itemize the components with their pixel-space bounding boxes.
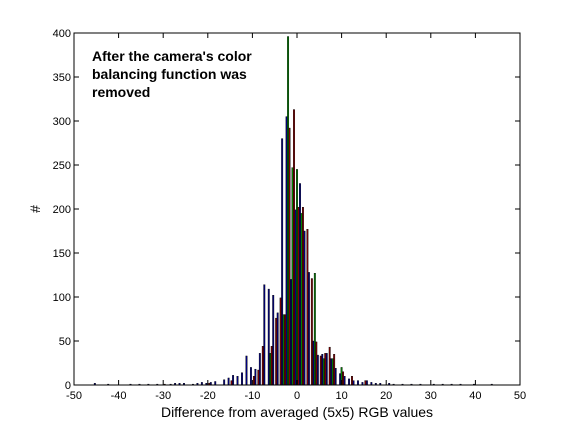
bar-series-0-41	[334, 368, 337, 386]
bar-series-2-2	[230, 380, 233, 386]
bar-series-2-18	[324, 353, 327, 386]
bar-series-2-4	[257, 369, 260, 386]
bar-series-0-24	[258, 353, 261, 386]
bar-series-1-4	[296, 169, 298, 386]
x-tick-label: 40	[469, 390, 481, 402]
bar-series-1-1	[282, 314, 285, 386]
y-tick-label: 250	[53, 160, 71, 172]
bar-series-0-36	[312, 340, 315, 386]
y-tick-label: 150	[53, 248, 71, 260]
bar-series-2-22	[351, 376, 353, 386]
annotation-line-1: After the camera's color	[92, 48, 252, 64]
bar-series-0-20	[241, 372, 243, 386]
bar-series-0-17	[227, 377, 230, 386]
bar-series-0-37	[316, 354, 319, 386]
bar-series-0-15	[214, 381, 217, 386]
annotation-line-2: balancing function was	[92, 66, 247, 82]
bar-series-1-6	[313, 273, 316, 386]
bar-series-0-31	[290, 279, 292, 386]
bar-series-1-8	[331, 358, 334, 386]
bar-series-2-6	[270, 346, 273, 386]
bar-series-2-5	[261, 346, 264, 386]
bar-series-0-18	[232, 375, 235, 386]
bar-series-2-23	[364, 380, 367, 386]
bar-series-2-17	[319, 355, 322, 386]
bar-series-1-3	[291, 167, 294, 386]
bar-series-1-5	[300, 213, 303, 386]
bar-series-2-21	[342, 371, 345, 386]
ticks-group: -50 -40 -30 -20 -10 0 10 20 30 40 50 0 50 100 150 200 25…	[53, 28, 526, 402]
y-tick-label: 100	[53, 292, 71, 304]
bar-series-0-44	[348, 378, 350, 386]
bar-series-2-11	[293, 109, 295, 386]
bar-series-2-8	[279, 297, 282, 386]
bar-series-0-21	[245, 355, 248, 386]
bar-series-2-15	[310, 278, 313, 386]
y-tick-label: 400	[53, 28, 71, 40]
x-tick-label: -30	[155, 390, 171, 402]
bar-series-0-26	[267, 288, 270, 386]
bar-series-0-35	[307, 272, 310, 386]
bar-series-0-23	[254, 368, 257, 386]
bar-series-0-29	[281, 138, 284, 386]
y-tick-label: 200	[53, 204, 71, 216]
bar-series-0-33	[299, 183, 301, 386]
bar-series-0-28	[276, 312, 279, 386]
x-tick-label: -10	[244, 390, 260, 402]
bar-series-0-46	[357, 380, 359, 386]
bar-series-0-40	[330, 358, 333, 386]
x-tick-label: -20	[200, 390, 216, 402]
y-tick-label: 300	[53, 116, 71, 128]
bar-series-0-25	[263, 284, 266, 386]
x-tick-label: -40	[111, 390, 127, 402]
x-tick-label: 30	[425, 390, 437, 402]
x-axis-label: Difference from averaged (5x5) RGB value…	[161, 404, 433, 420]
bar-series-0-16	[223, 379, 226, 386]
bar-series-2-13	[302, 207, 304, 386]
x-tick-label: 10	[335, 390, 347, 402]
bar-series-0-48	[365, 380, 368, 386]
bar-series-2-10	[288, 127, 291, 386]
bar-series-0-19	[236, 376, 239, 386]
bar-series-2-7	[275, 317, 278, 386]
bar-series-0-22	[249, 367, 252, 386]
bar-series-2-19	[328, 346, 331, 386]
bar-series-0-43	[343, 376, 346, 386]
y-tick-label: 0	[65, 380, 71, 392]
bar-series-0-32	[294, 209, 297, 386]
bar-series-0-27	[272, 295, 275, 386]
bar-series-2-9	[284, 314, 287, 386]
bar-series-2-3	[252, 376, 255, 386]
bar-series-0-34	[303, 230, 306, 386]
bar-series-1-2	[287, 36, 290, 386]
bar-series-2-20	[333, 354, 336, 386]
bar-series-0-45	[352, 380, 355, 386]
annotation-line-3: removed	[92, 84, 150, 100]
bar-series-0-38	[321, 354, 324, 386]
y-tick-label: 350	[53, 72, 71, 84]
y-axis-label: #	[27, 205, 43, 213]
bar-series-0-30	[285, 116, 288, 386]
bar-series-2-16	[315, 341, 318, 386]
bar-series-0-42	[339, 373, 342, 386]
bar-series-1-7	[322, 358, 325, 386]
bar-series-2-12	[297, 207, 300, 386]
bar-series-0-39	[325, 353, 328, 386]
x-tick-label: 50	[514, 390, 526, 402]
bar-series-2-14	[306, 229, 309, 386]
x-tick-label: -50	[66, 390, 82, 402]
x-tick-label: 20	[380, 390, 392, 402]
bar-series-1-0	[269, 353, 272, 386]
x-tick-label: 0	[294, 390, 300, 402]
y-tick-label: 50	[59, 336, 71, 348]
